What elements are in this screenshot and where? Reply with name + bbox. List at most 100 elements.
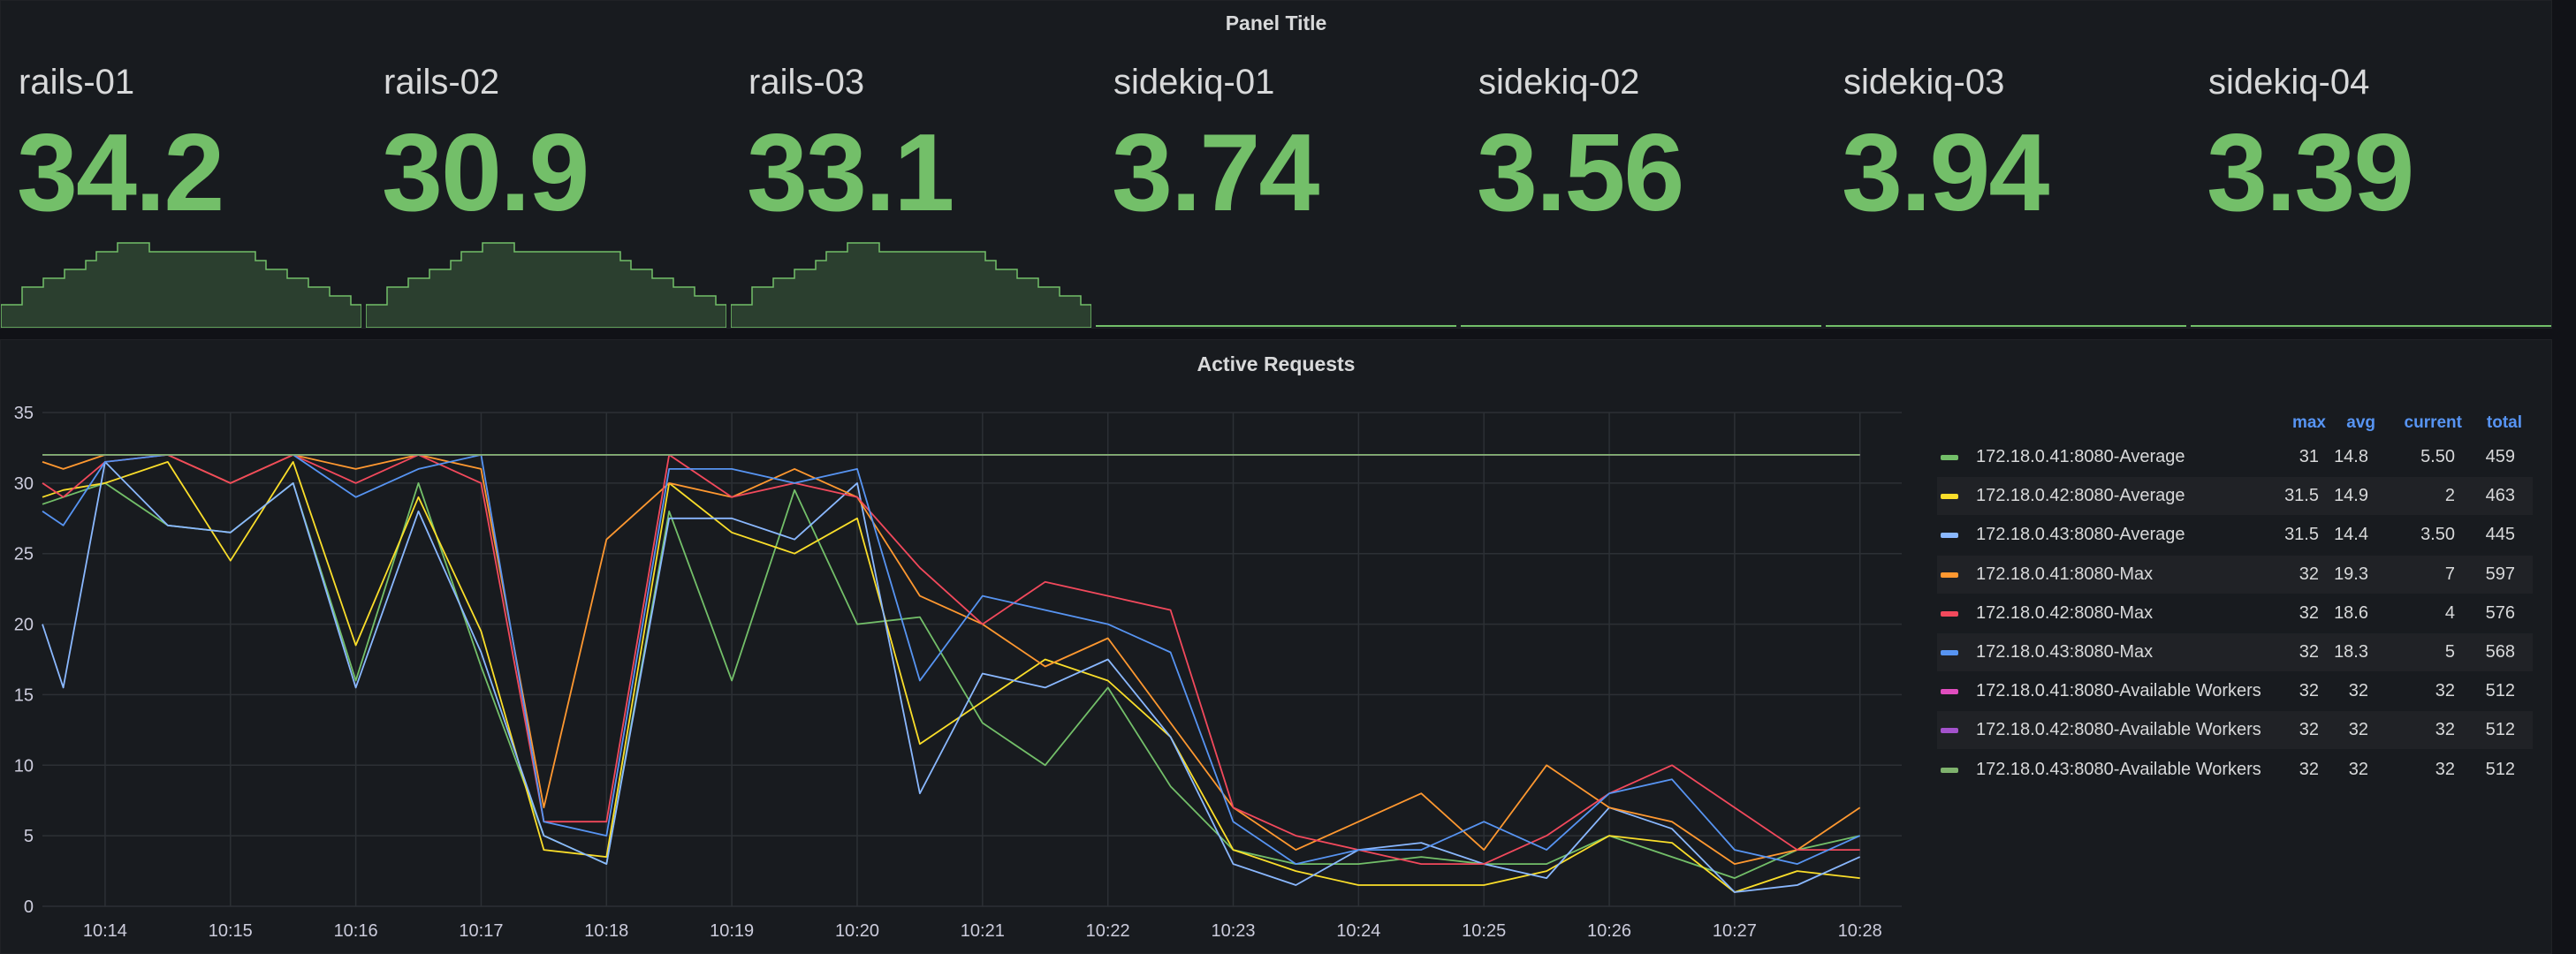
legend-label: 172.18.0.41:8080-Max — [1976, 564, 2154, 584]
legend-label: 172.18.0.41:8080-Average — [1976, 447, 2185, 466]
legend-total-value: 459 — [2485, 447, 2515, 466]
legend-row[interactable]: 172.18.0.43:8080-Max 32 18.3 5 568 — [1937, 633, 2533, 671]
legend-row[interactable]: 172.18.0.41:8080-Available Workers 32 32 32… — [1937, 672, 2533, 710]
stat-value: 34.2 — [17, 112, 224, 234]
sparkline — [1826, 325, 2186, 327]
legend-total-value: 445 — [2485, 525, 2515, 545]
legend-header-total[interactable]: total — [2486, 413, 2522, 432]
legend-avg-value: 14.8 — [2334, 447, 2368, 466]
sparkline-area — [1, 242, 361, 328]
x-tick-label: 10:28 — [1838, 921, 1882, 941]
stat-value: 3.39 — [2207, 112, 2414, 234]
x-tick-label: 10:14 — [83, 921, 127, 941]
y-tick-label: 25 — [14, 545, 34, 564]
legend-max-value: 32 — [2299, 564, 2319, 584]
legend-swatch — [1941, 572, 1958, 578]
stat-tile-rails-03[interactable]: rails-03 33.1 — [731, 52, 1091, 328]
sparkline — [1461, 325, 1821, 327]
series-line — [42, 454, 1860, 865]
stat-name: rails-02 — [384, 63, 500, 102]
legend-row[interactable]: 172.18.0.41:8080-Average 31 14.8 5.50 459 — [1937, 438, 2533, 476]
legend-row[interactable]: 172.18.0.43:8080-Available Workers 32 32 32… — [1937, 751, 2533, 789]
y-tick-label: 30 — [14, 474, 34, 494]
legend-current-value: 7 — [2444, 564, 2455, 584]
legend-label: 172.18.0.42:8080-Available Workers — [1976, 720, 2261, 740]
x-tick-label: 10:23 — [1211, 921, 1255, 941]
stat-tile-rails-02[interactable]: rails-02 30.9 — [366, 52, 726, 328]
legend-total-value: 512 — [2485, 681, 2515, 701]
stat-name: sidekiq-03 — [1843, 63, 2005, 102]
legend-max-value: 32 — [2299, 720, 2319, 740]
y-tick-label: 5 — [24, 827, 34, 846]
legend-row[interactable]: 172.18.0.42:8080-Max 32 18.6 4 576 — [1937, 594, 2533, 632]
legend-total-value: 576 — [2485, 602, 2515, 623]
legend-avg-value: 18.3 — [2334, 642, 2368, 662]
stat-name: rails-03 — [748, 63, 865, 102]
legend-row[interactable]: 172.18.0.42:8080-Average 31.5 14.9 2 463 — [1937, 477, 2533, 516]
legend-current-value: 5.50 — [2420, 447, 2455, 466]
x-tick-label: 10:26 — [1587, 921, 1631, 941]
legend-label: 172.18.0.42:8080-Average — [1976, 486, 2185, 506]
y-tick-label: 0 — [24, 897, 34, 917]
sparkline — [1, 242, 361, 328]
legend-header-current[interactable]: current — [2404, 413, 2462, 432]
legend-avg-value: 14.4 — [2334, 525, 2368, 545]
stat-tile-sidekiq-04[interactable]: sidekiq-04 3.39 — [2191, 52, 2551, 328]
series-line — [42, 482, 1860, 879]
sparkline — [731, 242, 1091, 328]
legend-current-value: 32 — [2435, 720, 2455, 740]
legend-swatch — [1941, 650, 1958, 655]
series-line — [42, 461, 1861, 893]
x-tick-label: 10:25 — [1462, 921, 1506, 941]
legend-total-value: 512 — [2485, 759, 2515, 779]
stat-tile-rails-01[interactable]: rails-01 34.2 — [1, 52, 361, 328]
legend-max-value: 32 — [2299, 642, 2319, 662]
legend-current-value: 5 — [2444, 642, 2455, 662]
legend-swatch — [1941, 689, 1958, 695]
legend-max-value: 31.5 — [2284, 525, 2319, 545]
x-tick-label: 10:21 — [961, 921, 1005, 941]
y-tick-label: 35 — [14, 404, 34, 423]
sparkline — [366, 242, 726, 328]
stat-panel: Panel Title rails-01 34.2 rails-02 30.9 rail… — [0, 0, 2552, 329]
legend-row[interactable]: 172.18.0.43:8080-Average 31.5 14.4 3.50 445 — [1937, 516, 2533, 554]
sparkline-area — [731, 242, 1091, 328]
legend-max-value: 32 — [2299, 681, 2319, 701]
graph-panel-title[interactable]: Active Requests — [1197, 352, 1356, 375]
legend-header-avg[interactable]: avg — [2346, 413, 2375, 432]
x-tick-label: 10:15 — [209, 921, 253, 941]
legend-label: 172.18.0.42:8080-Max — [1976, 602, 2154, 623]
y-tick-label: 20 — [14, 616, 34, 635]
legend-current-value: 32 — [2435, 759, 2455, 779]
legend-max-value: 32 — [2299, 759, 2319, 779]
legend-max-value: 31 — [2299, 447, 2319, 466]
legend-swatch — [1941, 728, 1958, 734]
legend-current-value: 3.50 — [2420, 525, 2455, 545]
legend-current-value: 4 — [2444, 602, 2455, 623]
legend-header-max[interactable]: max — [2291, 413, 2326, 432]
stat-name: sidekiq-04 — [2208, 63, 2370, 102]
legend-swatch — [1941, 494, 1958, 500]
x-tick-label: 10:18 — [584, 921, 628, 941]
stat-tile-sidekiq-02[interactable]: sidekiq-02 3.56 — [1461, 52, 1821, 328]
y-tick-label: 10 — [14, 756, 34, 776]
legend-total-value: 463 — [2485, 486, 2515, 506]
stat-value: 30.9 — [382, 112, 589, 234]
stat-tile-sidekiq-01[interactable]: sidekiq-01 3.74 — [1096, 52, 1456, 328]
stat-name: sidekiq-02 — [1478, 63, 1640, 102]
x-tick-label: 10:24 — [1336, 921, 1380, 941]
stat-name: sidekiq-01 — [1113, 63, 1275, 102]
series-line — [42, 454, 1861, 865]
legend-total-value: 568 — [2485, 642, 2515, 662]
legend-row[interactable]: 172.18.0.41:8080-Max 32 19.3 7 597 — [1937, 555, 2533, 594]
stat-tile-sidekiq-03[interactable]: sidekiq-03 3.94 — [1826, 52, 2186, 328]
legend-row[interactable]: 172.18.0.42:8080-Available Workers 32 32 32… — [1937, 711, 2533, 750]
x-tick-label: 10:19 — [710, 921, 754, 941]
legend-swatch — [1941, 455, 1958, 460]
sparkline-area — [366, 242, 726, 328]
stat-panel-title[interactable]: Panel Title — [1225, 11, 1327, 34]
legend-label: 172.18.0.43:8080-Max — [1976, 642, 2154, 662]
series-line — [42, 454, 1861, 865]
legend-label: 172.18.0.41:8080-Available Workers — [1976, 681, 2261, 701]
